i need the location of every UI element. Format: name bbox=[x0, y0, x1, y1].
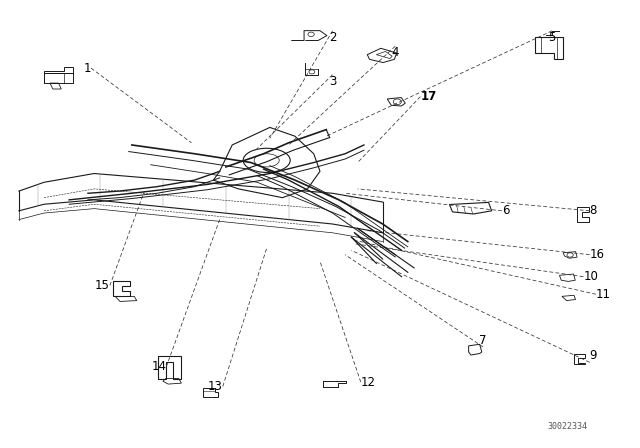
Text: 8: 8 bbox=[589, 204, 597, 217]
Text: 4: 4 bbox=[392, 46, 399, 59]
Text: 14: 14 bbox=[151, 360, 166, 373]
Text: 2: 2 bbox=[329, 31, 336, 44]
Text: 10: 10 bbox=[584, 270, 598, 283]
Text: 5: 5 bbox=[548, 31, 556, 44]
Text: 12: 12 bbox=[361, 375, 376, 388]
Text: 7: 7 bbox=[479, 334, 487, 347]
Text: 6: 6 bbox=[502, 204, 509, 217]
Text: 16: 16 bbox=[589, 248, 605, 261]
Text: 11: 11 bbox=[596, 288, 611, 301]
Text: 17: 17 bbox=[420, 90, 436, 103]
Text: 9: 9 bbox=[589, 349, 597, 362]
Text: 30022334: 30022334 bbox=[548, 422, 588, 431]
Text: 15: 15 bbox=[95, 279, 110, 292]
Text: 3: 3 bbox=[329, 75, 336, 88]
Text: 13: 13 bbox=[208, 380, 223, 393]
Text: 1: 1 bbox=[84, 62, 91, 75]
